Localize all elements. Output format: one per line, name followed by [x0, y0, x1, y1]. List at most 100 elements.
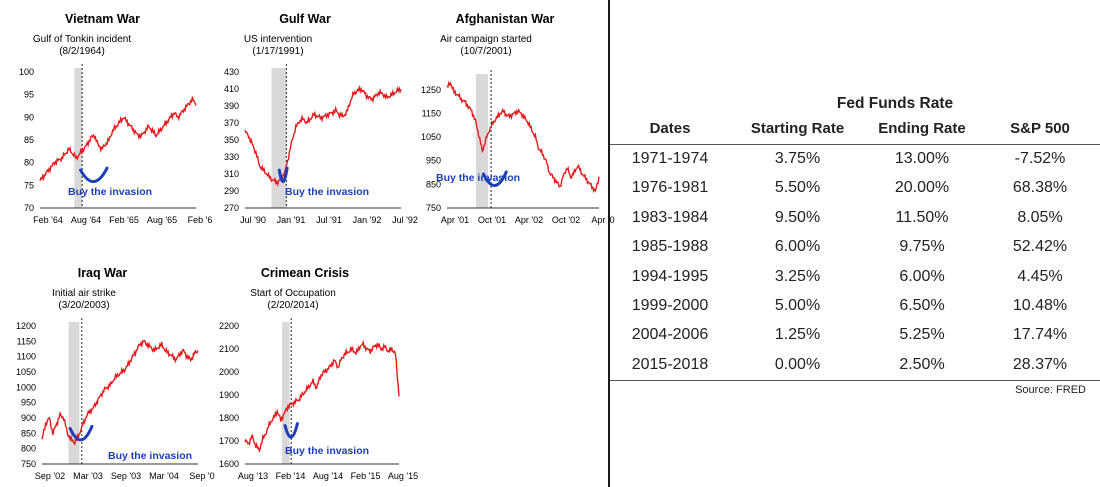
chart-title: Iraq War	[77, 266, 128, 280]
y-tick-label: 1200	[16, 321, 36, 331]
cell-starting-rate: 9.50%	[774, 208, 821, 226]
cell-dates: 1971-1974	[631, 150, 709, 167]
cell-sp500: 10.48%	[1012, 297, 1068, 314]
buy-dip-curve	[79, 166, 109, 184]
chart-iraq-war: Iraq War Initial air strike (3/20/2003) …	[0, 262, 215, 487]
buy-dip-curve	[283, 422, 299, 439]
x-tick-label: Oct '01	[478, 215, 506, 225]
buy-the-invasion-callout: Buy the invasion	[285, 186, 370, 198]
y-tick-label: 850	[426, 179, 441, 189]
table-row: 2015-2018 0.00% 2.50% 28.37%	[610, 351, 1100, 380]
cell-sp500: 8.05%	[1017, 208, 1063, 226]
x-tick-label: Feb '65	[109, 215, 139, 225]
cell-starting-rate: 6.00%	[774, 238, 821, 256]
header-starting-rate: Starting Rate	[750, 120, 845, 137]
header-sp500: S&P 500	[1010, 120, 1070, 137]
y-tick-label: 2200	[219, 321, 239, 331]
y-tick-label: 80	[24, 158, 34, 168]
x-tick-label: Sep '0	[189, 471, 214, 481]
chart-crimean-crisis: Crimean Crisis Start of Occupation (2/20…	[205, 262, 418, 487]
event-shade	[68, 322, 80, 464]
cell-dates: 2015-2018	[631, 355, 709, 373]
cell-dates: 2004-2006	[631, 326, 709, 344]
x-tick-label: Mar '03	[73, 471, 103, 481]
x-tick-label: Oct '02	[552, 215, 580, 225]
x-tick-label: Jul '92	[392, 215, 418, 225]
y-tick-label: 430	[224, 67, 239, 77]
x-tick-label: Aug '13	[238, 471, 268, 481]
cell-dates: 1994-1995	[631, 267, 709, 285]
x-tick-label: Aug '15	[388, 471, 418, 481]
cell-ending-rate: 11.50%	[895, 208, 949, 226]
event-shade	[271, 68, 287, 208]
y-tick-label: 290	[224, 186, 239, 196]
header-rule	[610, 144, 1100, 145]
event-shade	[281, 322, 290, 464]
y-tick-label: 1800	[219, 413, 239, 423]
chart-afghanistan-war: Afghanistan War Air campaign started (10…	[405, 6, 615, 236]
y-tick-label: 1600	[219, 459, 239, 469]
y-tick-label: 1150	[422, 108, 441, 118]
buy-the-invasion-callout: Buy the invasion	[108, 450, 193, 462]
x-tick-label: Apr '02	[515, 215, 543, 225]
y-tick-label: 950	[21, 398, 36, 408]
y-tick-label: 1050	[421, 132, 441, 142]
chart-plot: 1200 1150 1100 1050 1000 950 900 850 800 750 Sep '…	[16, 318, 215, 481]
y-tick-label: 95	[24, 90, 34, 100]
event-annotation: Gulf of Tonkin incident (8/2/1964)	[32, 34, 132, 57]
panel-divider	[608, 0, 610, 487]
x-tick-label: Aug '64	[71, 215, 101, 225]
x-tick-label: Sep '02	[35, 471, 65, 481]
table-row: 1983-1984 9.50% 11.50% 8.05%	[610, 204, 1100, 233]
buy-dip-curve	[481, 170, 508, 187]
table-row: 1971-1974 3.75% 13.00% -7.52%	[610, 145, 1100, 174]
chart-plot: 2200 2100 2000 1900 1800 1700 1600 Aug '13 Feb '…	[219, 318, 418, 481]
cell-starting-rate: 5.00%	[774, 297, 821, 314]
y-tick-label: 100	[19, 67, 34, 77]
y-tick-label: 370	[224, 118, 239, 128]
price-series-line	[244, 84, 402, 188]
y-tick-label: 2000	[219, 367, 239, 377]
y-tick-label: 950	[426, 156, 441, 166]
y-tick-label: 750	[21, 459, 36, 469]
y-tick-label: 1100	[17, 352, 36, 362]
x-tick-label: Aug '65	[147, 215, 177, 225]
y-tick-label: 1050	[16, 367, 36, 377]
y-tick-label: 750	[426, 203, 441, 213]
y-tick-label: 310	[224, 169, 239, 179]
x-tick-label: Sep '03	[111, 471, 141, 481]
cell-ending-rate: 9.75%	[899, 238, 945, 256]
y-tick-label: 85	[24, 135, 34, 145]
cell-ending-rate: 13.00%	[894, 150, 950, 167]
table-title: Fed Funds Rate	[836, 95, 954, 112]
cell-starting-rate: 1.25%	[774, 326, 821, 344]
chart-title: Afghanistan War	[455, 12, 555, 26]
event-annotation: Initial air strike (3/20/2003)	[52, 288, 116, 311]
event-shade	[74, 68, 83, 208]
table-header-row: Dates Starting Rate Ending Rate S&P 500	[610, 120, 1100, 142]
buy-dip-curve	[68, 424, 94, 442]
cell-sp500: 17.74%	[1012, 326, 1068, 344]
y-tick-label: 75	[24, 180, 34, 190]
cell-ending-rate: 6.50%	[899, 297, 945, 314]
chart-vietnam-war: Vietnam War Gulf of Tonkin incident (8/2…	[0, 6, 212, 236]
cell-dates: 1985-1988	[631, 238, 709, 256]
bottom-rule	[610, 380, 1100, 381]
price-series-line	[39, 96, 197, 182]
price-series-line	[41, 339, 199, 446]
buy-dip-curve	[277, 166, 289, 184]
cell-sp500: 52.42%	[1012, 238, 1068, 256]
x-tick-label: Aug '14	[313, 471, 343, 481]
price-series-line	[446, 80, 600, 194]
x-tick-label: Jan '91	[277, 215, 306, 225]
event-annotation: Start of Occupation (2/20/2014)	[250, 288, 336, 311]
x-tick-label: Jul '91	[316, 215, 342, 225]
source-note: Source: FRED	[1015, 384, 1086, 396]
fed-funds-table: Fed Funds Rate Dates Starting Rate Endin…	[610, 0, 1100, 487]
cell-starting-rate: 0.00%	[774, 355, 821, 373]
x-tick-label: Jan '92	[353, 215, 382, 225]
x-tick-label: Jul '90	[240, 215, 266, 225]
buy-the-invasion-callout: Buy the invasion	[68, 186, 153, 198]
chart-title: Crimean Crisis	[260, 266, 350, 280]
